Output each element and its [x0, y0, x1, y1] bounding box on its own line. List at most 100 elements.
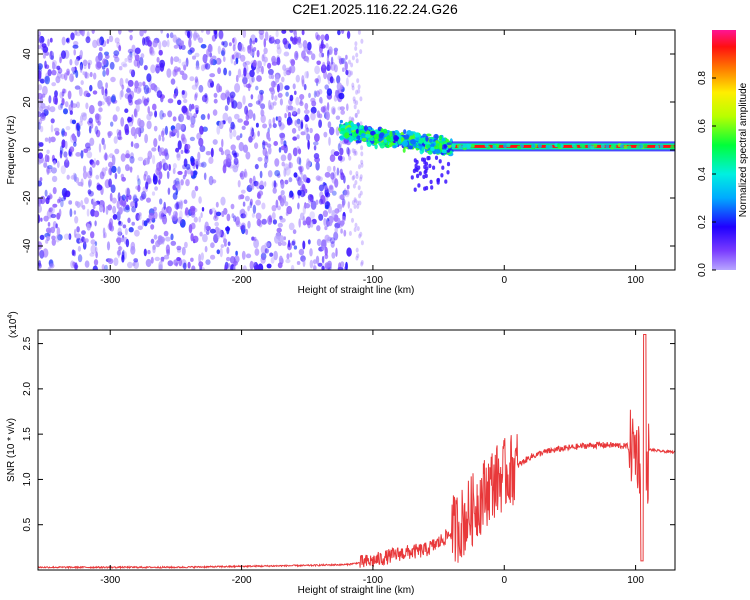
spectrogram-cell	[71, 103, 78, 108]
spectrogram-cell	[425, 133, 432, 137]
spectrogram-cell	[247, 45, 252, 54]
spectrogram-cell	[333, 151, 340, 157]
spectrogram-cell	[425, 135, 429, 142]
spectrogram-cell	[63, 131, 68, 137]
spectrogram-cell	[218, 30, 224, 40]
spectrogram-cell	[135, 212, 140, 221]
spectrogram-cell	[548, 144, 553, 149]
spectrogram-cell	[314, 78, 320, 84]
spectrogram-cell	[176, 153, 181, 158]
spectrogram-cell	[305, 161, 310, 170]
spectrogram-cell	[80, 200, 84, 208]
spectrogram-cell	[305, 216, 312, 226]
spectrogram-cell	[68, 233, 72, 241]
spectrogram-cell	[65, 190, 71, 198]
spectrogram-cell	[329, 237, 336, 245]
spectrogram-cell	[102, 58, 107, 66]
spectrogram-cell	[298, 248, 305, 256]
spectrogram-cell	[110, 184, 116, 193]
spectrogram-cell	[98, 107, 103, 113]
spectrogram-cell	[336, 167, 340, 176]
spectrogram-cell	[134, 54, 140, 62]
spectrogram-cell	[324, 171, 331, 178]
spectrogram-cell	[259, 32, 264, 40]
spectrogram-y-ticks: -40 -20 0 20 40	[22, 48, 675, 253]
spectrogram-cell	[359, 49, 363, 55]
spectrogram-cell	[117, 240, 121, 246]
spectrogram-cell	[333, 64, 338, 73]
spectrogram-cell	[126, 261, 133, 269]
spectrogram-cell	[143, 30, 147, 34]
spectrogram-cell	[244, 60, 251, 66]
spectrogram-cell	[90, 239, 96, 245]
spectrogram-cell	[200, 114, 206, 120]
spectrogram-cell	[357, 185, 361, 191]
spectrogram-cell	[194, 79, 199, 88]
spectrogram-cell	[306, 177, 311, 184]
spectrogram-cell	[47, 195, 51, 201]
spectrogram-cell	[386, 135, 391, 142]
spectrogram-cell	[243, 79, 247, 88]
spectrogram-cell	[173, 66, 179, 73]
spectrogram-cell	[344, 61, 348, 71]
spectrogram-cell	[415, 159, 419, 165]
spectrogram-cell	[273, 182, 278, 188]
spectrogram-cell	[198, 216, 201, 223]
spectrogram-cell	[60, 73, 65, 80]
spectrogram-cell	[177, 116, 181, 122]
spectrogram-cell	[545, 144, 550, 149]
spectrogram-cell	[394, 136, 400, 142]
spectrogram-cell	[221, 138, 224, 148]
spectrogram-cell	[428, 163, 432, 169]
spectrogram-cell	[277, 116, 282, 123]
spectrogram-cell	[342, 67, 345, 72]
spectrogram-cell	[278, 255, 283, 265]
spectrogram-cell	[262, 123, 268, 129]
spectrogram-cell	[131, 44, 136, 52]
spectrogram-cell	[313, 90, 317, 98]
spectrogram-cell	[248, 136, 253, 143]
spectrogram-cell	[116, 200, 120, 209]
spectrogram-cell	[278, 120, 282, 127]
spectrogram-cell	[127, 79, 134, 87]
spectrogram-cell	[255, 60, 262, 70]
spectrogram-cell	[178, 113, 185, 123]
spectrogram-cell	[443, 144, 447, 149]
spectrogram-cell	[611, 143, 616, 148]
spectrogram-cell	[339, 140, 343, 148]
spectrogram-cell	[143, 248, 147, 257]
spectrogram-cell	[155, 65, 161, 74]
spectrogram-cell	[308, 196, 313, 204]
spectrogram-cell	[313, 145, 317, 151]
spectrogram-cell	[60, 197, 66, 202]
spectrogram-cell	[242, 265, 247, 270]
spectrogram-cell	[220, 244, 224, 249]
spectrogram-cell	[238, 194, 242, 200]
spectrogram-cell	[177, 140, 182, 150]
spectrogram-cell	[421, 146, 425, 153]
spectrogram-cell	[429, 179, 433, 185]
spectrogram-cell	[360, 151, 364, 157]
spectrogram-cell	[93, 72, 97, 80]
spectrogram-cell	[130, 245, 136, 255]
spectrogram-cell	[327, 205, 332, 214]
spectrogram-cell	[38, 121, 41, 130]
spectrogram-cell	[49, 106, 56, 113]
spectrogram-cell	[90, 231, 95, 239]
spectrogram-cell	[112, 114, 118, 122]
colorbar-tick-label: 0.4	[697, 167, 708, 181]
spectrogram-cell	[310, 111, 316, 121]
spectrogram-cell	[241, 125, 246, 130]
spectrogram-cell	[132, 195, 138, 204]
spectrogram-cell	[268, 74, 273, 80]
spectrogram-cell	[285, 258, 291, 264]
spectrogram-cell	[51, 69, 57, 76]
spectrogram-cell	[166, 33, 170, 39]
spectrogram-cell	[129, 156, 135, 164]
spectrogram-cell	[271, 205, 277, 212]
spectrogram-cell	[73, 49, 76, 56]
spectrogram-cell	[97, 120, 101, 126]
spectrogram-cell	[269, 102, 275, 110]
spectrogram-cell	[304, 203, 311, 209]
spectrogram-cell	[339, 147, 344, 156]
